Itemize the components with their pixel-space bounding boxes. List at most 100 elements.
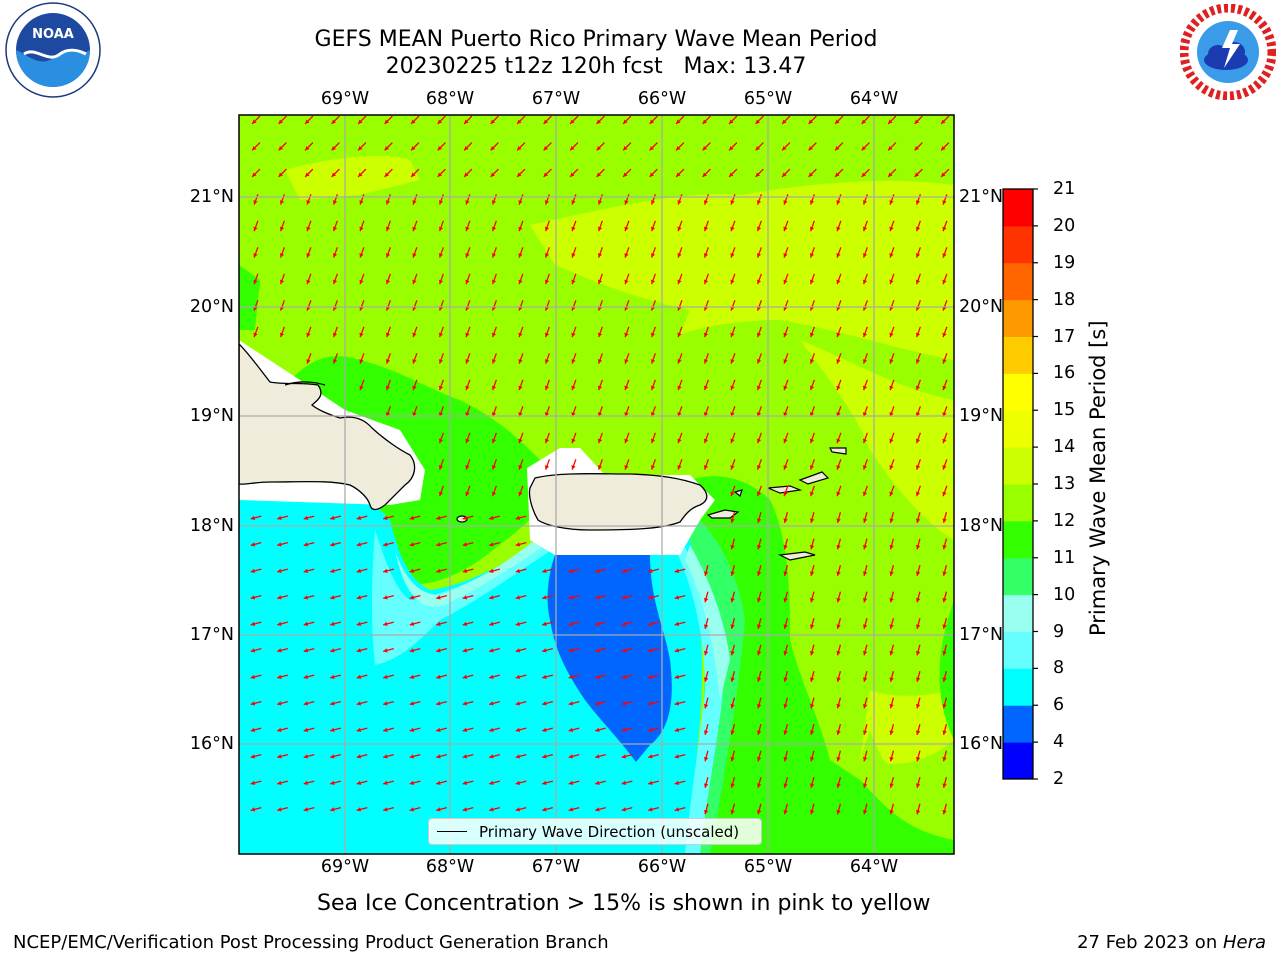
wave-arrow: [674, 647, 686, 653]
wave-arrow: [489, 700, 500, 706]
wave-arrow: [515, 594, 527, 600]
wave-arrow: [942, 485, 948, 497]
wave-arrow: [650, 432, 656, 444]
wave-arrow: [437, 168, 446, 178]
wave-arrow: [409, 541, 421, 547]
wave-arrow: [542, 806, 553, 812]
wave-arrow: [756, 459, 762, 470]
wave-arrow: [515, 568, 527, 574]
wave-arrow: [809, 724, 815, 735]
land-anegada: [829, 447, 847, 455]
wave-arrow: [543, 142, 552, 151]
wave-arrow: [621, 700, 633, 706]
wave-arrow: [915, 326, 921, 338]
wave-arrow: [783, 803, 789, 815]
wave-arrow: [438, 459, 444, 470]
field-region-yellow-2: [530, 180, 954, 360]
wave-arrow: [543, 168, 552, 178]
wave-arrow: [437, 115, 446, 125]
wave-arrow: [836, 565, 842, 576]
colorbar-swatch: [1003, 520, 1033, 559]
wave-arrow: [409, 568, 421, 574]
wave-arrow: [356, 515, 368, 521]
wave-arrow: [730, 485, 736, 497]
wave-arrow: [356, 621, 368, 627]
wave-arrow: [624, 432, 630, 444]
sea-ice-note: Sea Ice Concentration > 15% is shown in …: [317, 891, 931, 916]
wave-arrow: [836, 220, 842, 232]
wave-arrow: [412, 379, 418, 391]
field-region-yellow-1: [285, 155, 420, 200]
wave-arrow: [489, 806, 500, 812]
wave-arrow: [385, 353, 391, 364]
wave-arrow: [942, 697, 948, 709]
wave-arrow: [756, 644, 762, 656]
wave-arrow: [915, 724, 921, 735]
wave-arrow: [703, 432, 709, 444]
wave-arrow: [730, 724, 736, 735]
wave-arrow: [889, 220, 895, 232]
wave-arrow: [889, 512, 895, 523]
wave-arrow: [331, 142, 340, 151]
wave-arrow: [942, 644, 948, 656]
wave-arrow: [597, 326, 603, 338]
wave-arrow: [518, 432, 524, 444]
footer-right: 27 Feb 2023 on Hera: [1077, 932, 1266, 954]
wave-arrow: [783, 326, 789, 338]
wave-arrow: [356, 727, 368, 733]
wave-direction-arrows: [250, 115, 950, 815]
wave-arrow: [703, 459, 709, 470]
wave-arrow: [809, 485, 815, 497]
wave-arrow: [489, 780, 500, 786]
wave-arrow: [809, 750, 815, 762]
colorbar-tick-label: 19: [1053, 252, 1076, 273]
wave-arrow: [568, 780, 580, 786]
wave-arrow: [597, 273, 603, 285]
colorbar-swatch: [1003, 705, 1033, 743]
wave-arrow: [674, 700, 686, 706]
colorbar-tick-label: 14: [1053, 437, 1076, 458]
wave-arrow: [515, 621, 527, 627]
wave-arrow: [332, 194, 338, 205]
wave-arrow: [621, 753, 633, 759]
wave-arrow: [303, 568, 315, 574]
wave-arrow: [862, 247, 868, 258]
wave-arrow: [889, 644, 895, 656]
wave-arrow: [756, 273, 762, 285]
chart-subtitle: 20230225 t12z 120h fcst Max: 13.47: [385, 54, 807, 79]
colorbar-tick-label: 12: [1053, 510, 1076, 531]
field-region-dg-3: [690, 476, 954, 854]
wave-arrow: [702, 115, 711, 125]
wave-arrow: [595, 594, 606, 600]
wave-arrow: [674, 594, 686, 600]
wave-arrow: [303, 700, 315, 706]
wave-arrow: [621, 674, 633, 680]
wave-arrow: [253, 247, 259, 258]
wave-arrow: [571, 273, 577, 285]
wave-arrow: [783, 644, 789, 656]
wave-arrow: [571, 432, 577, 444]
wave-arrow: [862, 379, 868, 391]
wave-arrow: [836, 485, 842, 497]
wave-arrow: [703, 724, 709, 735]
wave-arrow: [438, 432, 444, 444]
wave-arrow: [783, 565, 789, 576]
field-region-lg: [860, 730, 920, 800]
lon-label-bottom: 67°W: [531, 857, 581, 877]
wave-arrow: [783, 697, 789, 709]
wave-arrow: [809, 591, 815, 603]
wave-arrow: [783, 459, 789, 470]
wave-arrow: [942, 565, 948, 576]
wave-arrow: [887, 142, 897, 151]
wave-arrow: [648, 806, 659, 812]
wave-arrow: [836, 538, 842, 550]
wave-arrow: [862, 326, 868, 338]
wave-arrow: [251, 115, 261, 125]
wave-arrow: [755, 115, 764, 125]
wave-arrow: [515, 727, 527, 733]
wave-arrow: [648, 594, 659, 600]
wave-arrow: [491, 194, 497, 205]
wave-arrow: [622, 168, 632, 178]
wave-arrow: [677, 247, 683, 258]
